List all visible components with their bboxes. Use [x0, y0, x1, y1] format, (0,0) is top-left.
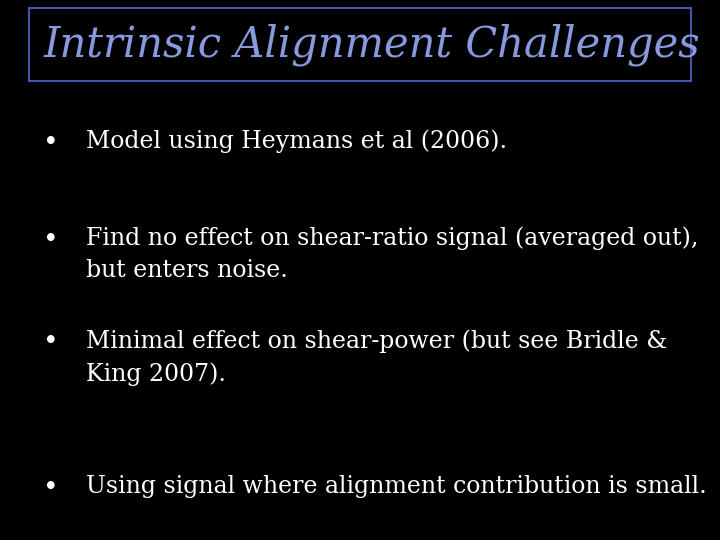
Text: Intrinsic Alignment Challenges: Intrinsic Alignment Challenges — [43, 23, 700, 66]
Text: Using signal where alignment contribution is small.: Using signal where alignment contributio… — [86, 475, 707, 498]
Text: •: • — [42, 475, 58, 500]
FancyBboxPatch shape — [29, 8, 691, 81]
Text: Find no effect on shear-ratio signal (averaged out),
but enters noise.: Find no effect on shear-ratio signal (av… — [86, 227, 699, 282]
Text: •: • — [42, 130, 58, 154]
Text: •: • — [42, 329, 58, 354]
Text: •: • — [42, 227, 58, 252]
Text: Minimal effect on shear-power (but see Bridle &
King 2007).: Minimal effect on shear-power (but see B… — [86, 329, 667, 386]
Text: Model using Heymans et al (2006).: Model using Heymans et al (2006). — [86, 130, 508, 153]
